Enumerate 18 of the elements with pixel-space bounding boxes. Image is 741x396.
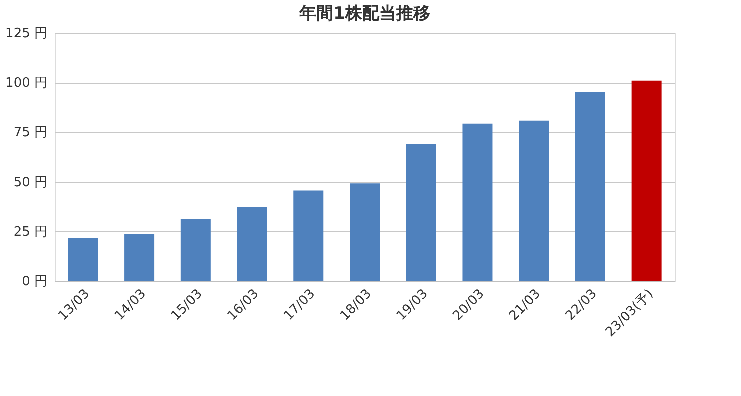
y-tick-label: 125 円 — [6, 26, 48, 42]
bar — [180, 219, 211, 281]
bar — [406, 144, 436, 281]
bar — [124, 234, 155, 281]
bar — [519, 120, 550, 281]
bar — [294, 190, 324, 281]
y-tick-label: 0 円 — [22, 274, 48, 290]
chart-title: 年間1株配当推移 — [298, 4, 430, 24]
bar — [237, 206, 268, 281]
y-tick-label: 75 円 — [14, 126, 48, 141]
y-tick-label: 25 円 — [14, 224, 48, 240]
bar — [632, 80, 662, 281]
bar — [350, 184, 380, 281]
bar — [68, 238, 98, 281]
bar — [575, 92, 606, 281]
y-tick-label: 50 円 — [14, 175, 48, 190]
y-tick-label: 100 円 — [6, 76, 48, 92]
bar — [462, 124, 493, 281]
